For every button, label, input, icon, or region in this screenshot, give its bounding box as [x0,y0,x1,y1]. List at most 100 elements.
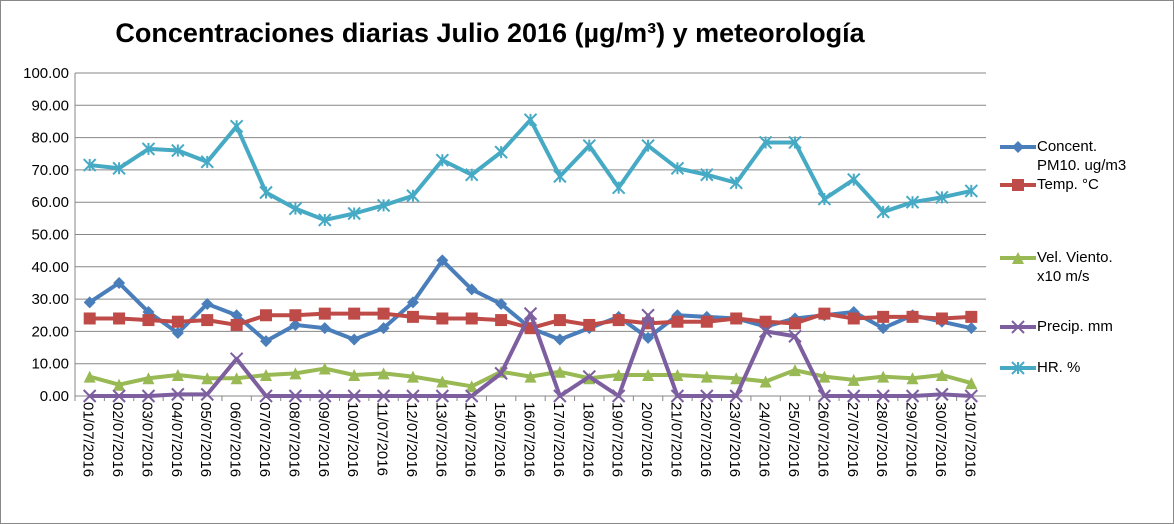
marker [465,283,478,296]
marker [435,153,450,167]
marker [288,201,303,216]
marker [112,161,126,175]
legend-label: Temp. °C [1037,176,1099,193]
legend-marker [1012,252,1024,264]
marker [935,387,949,402]
marker [171,143,185,158]
marker [758,324,773,339]
marker [935,312,948,325]
marker [818,370,831,383]
marker [348,369,361,382]
marker [83,370,96,383]
marker [877,370,890,383]
marker [641,138,655,153]
y-tick-label: 40.00 [31,259,69,276]
legend-label: Precip. mm [1037,318,1113,335]
marker [347,389,361,403]
marker [112,389,126,403]
marker [553,389,567,403]
marker [406,389,420,403]
marker [260,369,273,382]
marker [642,331,655,344]
marker [758,135,773,150]
marker [788,135,802,150]
marker [935,369,948,382]
marker [318,389,332,403]
marker [141,389,156,403]
marker [201,372,214,385]
marker [495,297,508,310]
y-tick-label: 100.00 [23,65,69,82]
marker [318,322,331,335]
y-tick-label: 50.00 [31,227,69,244]
marker [611,180,626,195]
marker [847,373,860,386]
x-tick-label: 12/07/2016 [403,402,420,477]
legend-marker [1012,141,1024,153]
marker [553,365,566,378]
x-tick-label: 11/07/2016 [374,402,391,476]
legend-marker [1011,361,1025,375]
marker [406,296,419,309]
marker [260,335,273,348]
x-tick-label: 01/07/2016 [80,402,97,477]
marker [730,312,743,325]
x-tick-label: 17/07/2016 [550,402,567,477]
marker [406,310,419,323]
marker [259,389,273,403]
marker [847,389,861,403]
legend-marker [1011,320,1025,334]
marker [818,307,831,320]
y-tick-label: 60.00 [31,194,69,211]
marker [142,314,155,327]
marker [259,185,273,200]
marker [494,366,508,381]
x-tick-label: 03/07/2016 [138,402,155,477]
x-tick-label: 15/07/2016 [491,402,508,477]
marker [553,314,566,327]
x-tick-label: 06/07/2016 [227,402,244,477]
marker [700,389,714,403]
marker [671,315,684,328]
marker [905,389,920,403]
marker [289,318,302,331]
marker [83,312,96,325]
marker [964,389,979,403]
marker [230,372,243,385]
marker [788,364,801,377]
marker [318,362,331,375]
marker [113,378,126,391]
y-tick-label: 10.00 [31,356,69,373]
marker [582,369,596,384]
x-tick-label: 20/07/2016 [638,402,655,477]
x-tick-label: 16/07/2016 [521,402,538,477]
marker [171,327,184,340]
marker [406,189,420,203]
marker [171,387,185,402]
x-tick-label: 26/07/2016 [814,402,831,477]
x-tick-label: 22/07/2016 [697,402,714,477]
x-tick-label: 29/07/2016 [903,402,920,477]
marker [700,370,713,383]
y-tick-label: 80.00 [31,130,69,147]
marker [611,389,626,403]
marker [465,389,479,403]
marker [817,389,832,403]
marker [142,372,155,385]
marker [260,309,273,322]
marker [494,145,508,159]
marker [553,333,566,346]
y-tick-label: 90.00 [31,97,69,114]
marker [82,389,97,403]
x-tick-label: 28/07/2016 [873,402,890,477]
y-tick-label: 0.00 [40,388,69,405]
marker [200,387,214,402]
marker [201,314,214,327]
marker [876,205,890,219]
marker [113,312,126,325]
marker [935,190,949,205]
x-tick-label: 23/07/2016 [726,402,743,477]
marker [376,389,391,403]
